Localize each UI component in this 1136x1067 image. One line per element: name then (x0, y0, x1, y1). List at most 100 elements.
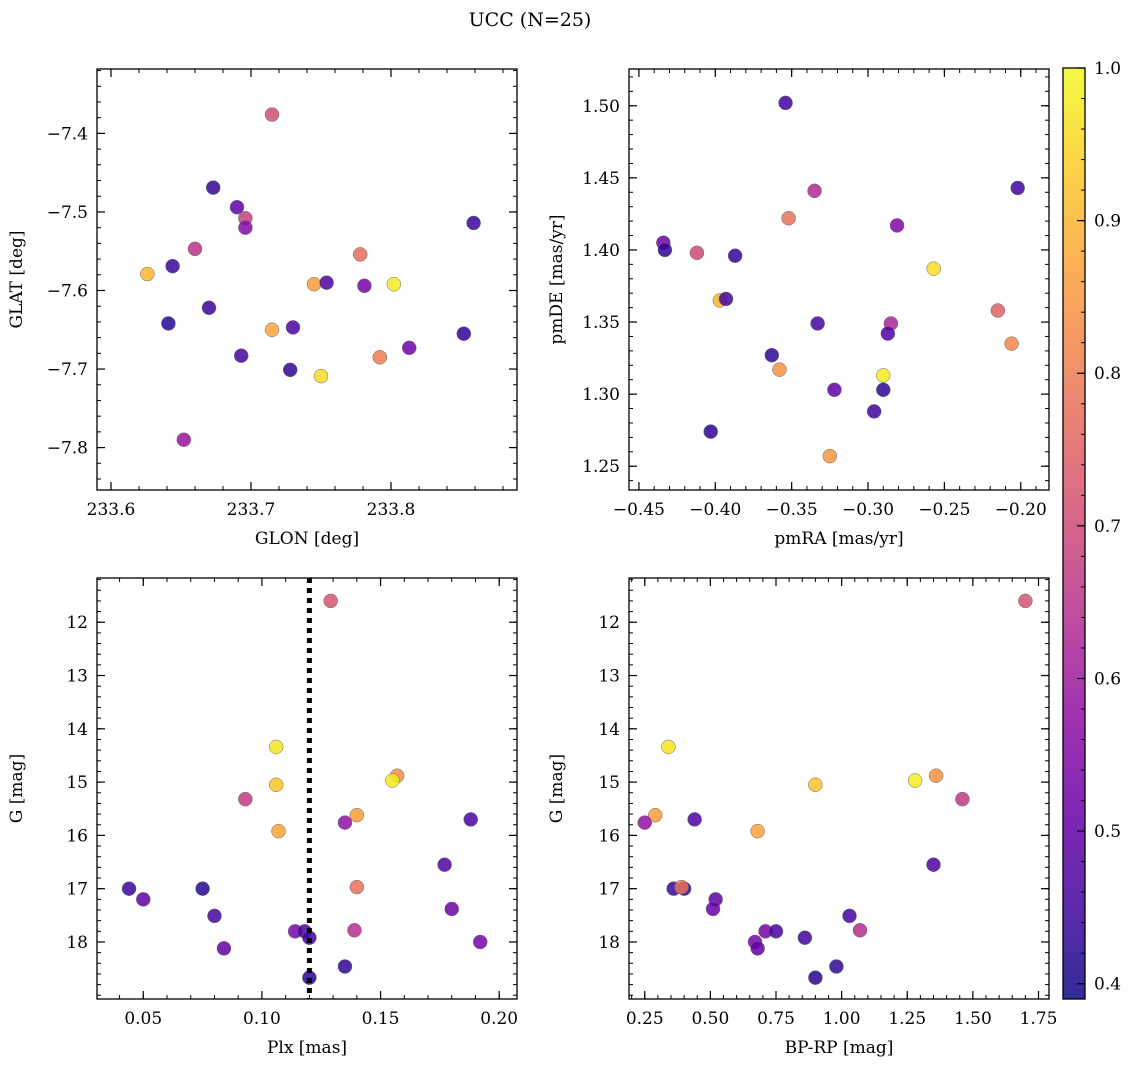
data-point (352, 247, 368, 262)
y-tick-label: 16 (598, 826, 620, 846)
data-point (285, 320, 301, 335)
panel-2-points (656, 95, 1025, 464)
x-axis-label: GLON [deg] (255, 529, 359, 549)
panel-1-ticks (97, 69, 517, 490)
y-tick-label: 18 (598, 933, 620, 953)
data-point (357, 278, 372, 294)
panel-4-frame (628, 577, 1050, 1000)
colorbar-tick-label: 0.7 (1094, 517, 1121, 537)
data-point (385, 773, 400, 788)
data-point (444, 901, 459, 917)
data-point (319, 275, 334, 290)
y-axis-label: G [mag] (547, 754, 567, 823)
y-tick-label: 1.25 (582, 457, 620, 477)
x-tick-label: 0.20 (480, 1009, 518, 1029)
y-tick-label: −7.4 (47, 124, 88, 144)
data-point (337, 815, 353, 830)
data-point (271, 823, 286, 839)
colorbar-tick-label: 1.0 (1094, 59, 1121, 79)
data-point (807, 183, 822, 199)
data-point (207, 908, 222, 924)
y-tick-label: 16 (66, 826, 88, 846)
panel-2: −0.45 −0.40 −0.35 −0.30 −0.25 −0.20 1.25 1.30 1.… (547, 68, 1050, 549)
y-axis-label: G [mag] (7, 754, 27, 823)
panel-4-ticks (629, 578, 1049, 999)
data-point (876, 368, 891, 383)
data-point (829, 959, 844, 974)
data-point (648, 807, 663, 823)
colorbar-tick-label: 0.9 (1094, 212, 1121, 232)
data-point (768, 924, 784, 939)
data-point (1010, 180, 1025, 196)
data-point (1004, 336, 1019, 351)
data-point (268, 777, 284, 793)
y-tick-label: 13 (66, 667, 88, 687)
x-tick-label: 233.6 (87, 500, 136, 520)
x-tick-label: −0.20 (995, 500, 1047, 520)
x-tick-label: 1.75 (1020, 1009, 1058, 1029)
y-tick-label: 12 (598, 613, 620, 633)
data-point (764, 347, 780, 363)
data-point (889, 218, 905, 233)
data-point (268, 739, 284, 755)
y-tick-label: 1.40 (582, 241, 620, 261)
y-tick-label: −7.8 (47, 439, 88, 459)
data-point (808, 777, 823, 793)
y-tick-label: 17 (66, 880, 88, 900)
figure-title: UCC (N=25) (469, 9, 592, 31)
y-tick-label: 1.30 (582, 385, 620, 405)
y-tick-label: −7.7 (47, 360, 88, 380)
data-point (456, 326, 472, 341)
y-tick-label: 14 (598, 720, 620, 740)
data-point (121, 881, 137, 896)
data-point (165, 258, 180, 274)
data-point (187, 241, 203, 257)
x-tick-label: 1.50 (954, 1009, 992, 1029)
panel-1-points (140, 107, 481, 447)
y-axis-label: GLAT [deg] (7, 230, 27, 328)
colorbar-gradient (1063, 68, 1085, 999)
data-point (201, 300, 217, 316)
data-point (907, 773, 923, 788)
data-point (313, 368, 329, 384)
data-point (705, 901, 721, 917)
data-point (778, 95, 793, 111)
data-point (822, 448, 838, 464)
data-point (372, 350, 388, 365)
data-point (990, 303, 1006, 318)
x-axis-label: BP-RP [mag] (785, 1038, 894, 1058)
y-tick-label: −7.5 (47, 203, 88, 223)
data-point (229, 199, 245, 215)
data-point (750, 823, 765, 839)
colorbar-tick-label: 0.5 (1094, 822, 1121, 842)
x-axis-label: Plx [mas] (267, 1038, 347, 1058)
data-point (347, 923, 362, 938)
data-point (472, 934, 488, 950)
data-point (926, 261, 941, 276)
panel-4-points (637, 593, 1033, 985)
data-point (1018, 593, 1033, 609)
data-point (674, 879, 689, 895)
data-point (852, 923, 868, 938)
panel-1-frame (96, 68, 518, 491)
colorbar: 0.4 0.5 0.6 0.7 0.8 0.9 1.0 (1062, 59, 1121, 1000)
colorbar-tick-label: 0.8 (1094, 364, 1121, 384)
x-tick-label: 0.50 (691, 1009, 729, 1029)
x-tick-label: 1.25 (888, 1009, 926, 1029)
data-point (349, 807, 365, 823)
data-point (463, 812, 478, 827)
data-point (205, 180, 221, 195)
colorbar-tick-label: 0.4 (1094, 975, 1121, 995)
data-point (238, 791, 253, 807)
data-point (386, 276, 402, 292)
y-tick-label: 15 (598, 773, 620, 793)
x-tick-label: 0.15 (362, 1009, 400, 1029)
x-axis-label: pmRA [mas/yr] (774, 529, 903, 549)
data-point (876, 382, 891, 398)
panel-2-ticks (629, 69, 1049, 490)
x-tick-label: −0.30 (842, 500, 894, 520)
data-point (264, 107, 280, 122)
data-point (161, 316, 176, 331)
x-tick-label: −0.35 (766, 500, 818, 520)
